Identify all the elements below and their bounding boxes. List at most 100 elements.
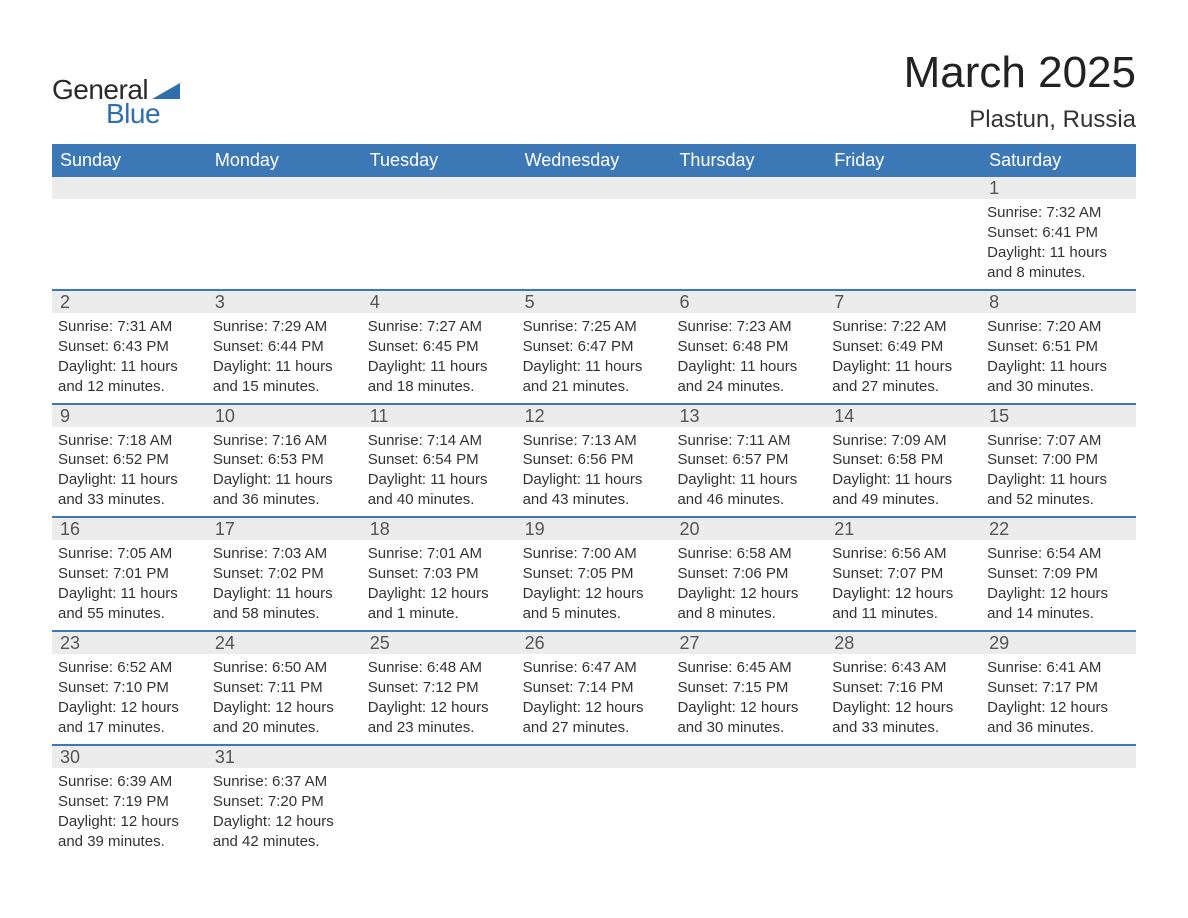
- weekday-header: Monday: [207, 144, 362, 177]
- day-cell: 8 Sunrise: 7:20 AMSunset: 6:51 PMDaylight…: [981, 291, 1136, 403]
- day-number: 2: [52, 291, 207, 313]
- sunrise-text: Sunrise: 7:32 AM: [987, 203, 1130, 223]
- day-number: 1: [981, 177, 1136, 199]
- generalblue-logo: General Blue: [52, 74, 180, 130]
- day-number: 26: [517, 632, 672, 654]
- day-number: 13: [671, 405, 826, 427]
- day-number: 17: [207, 518, 362, 540]
- sunrise-text: Sunrise: 7:20 AM: [987, 317, 1130, 337]
- day-number: 27: [671, 632, 826, 654]
- day-number: 19: [517, 518, 672, 540]
- day-body: Sunrise: 7:27 AMSunset: 6:45 PMDaylight:…: [362, 313, 517, 403]
- day-cell: [517, 177, 672, 289]
- day-body: Sunrise: 7:29 AMSunset: 6:44 PMDaylight:…: [207, 313, 362, 403]
- day-cell: 21Sunrise: 6:56 AMSunset: 7:07 PMDayligh…: [826, 518, 981, 630]
- daylight-text: Daylight: 12 hours and 8 minutes.: [677, 584, 820, 624]
- day-body: Sunrise: 7:01 AMSunset: 7:03 PMDaylight:…: [362, 540, 517, 630]
- daylight-text: Daylight: 11 hours and 18 minutes.: [368, 357, 511, 397]
- day-body: [517, 768, 672, 778]
- sunrise-text: Sunrise: 6:39 AM: [58, 772, 201, 792]
- empty-day-number: [826, 177, 981, 199]
- day-number: 8: [981, 291, 1136, 313]
- daylight-text: Daylight: 11 hours and 46 minutes.: [677, 470, 820, 510]
- sunset-text: Sunset: 7:07 PM: [832, 564, 975, 584]
- sunset-text: Sunset: 6:41 PM: [987, 223, 1130, 243]
- sunset-text: Sunset: 6:44 PM: [213, 337, 356, 357]
- day-body: Sunrise: 6:39 AMSunset: 7:19 PMDaylight:…: [52, 768, 207, 858]
- sunrise-text: Sunrise: 7:01 AM: [368, 544, 511, 564]
- day-body: [517, 199, 672, 209]
- day-number: 12: [517, 405, 672, 427]
- day-number: 31: [207, 746, 362, 768]
- page-header: General Blue March 2025 Plastun, Russia: [52, 48, 1136, 134]
- day-body: Sunrise: 6:54 AMSunset: 7:09 PMDaylight:…: [981, 540, 1136, 630]
- day-body: Sunrise: 7:07 AMSunset: 7:00 PMDaylight:…: [981, 427, 1136, 517]
- title-block: March 2025 Plastun, Russia: [904, 48, 1136, 134]
- empty-day-number: [826, 746, 981, 768]
- sunset-text: Sunset: 6:47 PM: [523, 337, 666, 357]
- sunrise-text: Sunrise: 7:00 AM: [523, 544, 666, 564]
- daylight-text: Daylight: 11 hours and 58 minutes.: [213, 584, 356, 624]
- day-body: [362, 768, 517, 778]
- day-body: Sunrise: 6:47 AMSunset: 7:14 PMDaylight:…: [517, 654, 672, 744]
- day-cell: 1Sunrise: 7:32 AMSunset: 6:41 PMDaylight…: [981, 177, 1136, 289]
- day-cell: [207, 177, 362, 289]
- day-body: [826, 768, 981, 778]
- month-title: March 2025: [904, 48, 1136, 98]
- day-number: 28: [826, 632, 981, 654]
- day-number: 16: [52, 518, 207, 540]
- day-number: 4: [362, 291, 517, 313]
- day-body: Sunrise: 7:13 AMSunset: 6:56 PMDaylight:…: [517, 427, 672, 517]
- daylight-text: Daylight: 11 hours and 33 minutes.: [58, 470, 201, 510]
- sunset-text: Sunset: 7:09 PM: [987, 564, 1130, 584]
- day-cell: [826, 746, 981, 858]
- day-cell: [362, 746, 517, 858]
- sunset-text: Sunset: 7:19 PM: [58, 792, 201, 812]
- daylight-text: Daylight: 11 hours and 49 minutes.: [832, 470, 975, 510]
- empty-day-number: [671, 746, 826, 768]
- sunset-text: Sunset: 7:12 PM: [368, 678, 511, 698]
- daylight-text: Daylight: 11 hours and 36 minutes.: [213, 470, 356, 510]
- sunrise-text: Sunrise: 6:47 AM: [523, 658, 666, 678]
- empty-day-number: [517, 177, 672, 199]
- calendar-table: SundayMondayTuesdayWednesdayThursdayFrid…: [52, 144, 1136, 858]
- daylight-text: Daylight: 12 hours and 30 minutes.: [677, 698, 820, 738]
- daylight-text: Daylight: 12 hours and 11 minutes.: [832, 584, 975, 624]
- sunrise-text: Sunrise: 6:58 AM: [677, 544, 820, 564]
- day-body: Sunrise: 6:48 AMSunset: 7:12 PMDaylight:…: [362, 654, 517, 744]
- day-cell: 31Sunrise: 6:37 AMSunset: 7:20 PMDayligh…: [207, 746, 362, 858]
- sunset-text: Sunset: 6:51 PM: [987, 337, 1130, 357]
- day-cell: 15Sunrise: 7:07 AMSunset: 7:00 PMDayligh…: [981, 405, 1136, 517]
- day-body: Sunrise: 7:32 AMSunset: 6:41 PMDaylight:…: [981, 199, 1136, 289]
- daylight-text: Daylight: 12 hours and 42 minutes.: [213, 812, 356, 852]
- day-cell: [671, 177, 826, 289]
- day-cell: 26Sunrise: 6:47 AMSunset: 7:14 PMDayligh…: [517, 632, 672, 744]
- daylight-text: Daylight: 12 hours and 14 minutes.: [987, 584, 1130, 624]
- day-body: Sunrise: 6:56 AMSunset: 7:07 PMDaylight:…: [826, 540, 981, 630]
- daylight-text: Daylight: 12 hours and 39 minutes.: [58, 812, 201, 852]
- sunrise-text: Sunrise: 7:16 AM: [213, 431, 356, 451]
- sunset-text: Sunset: 6:52 PM: [58, 450, 201, 470]
- daylight-text: Daylight: 11 hours and 30 minutes.: [987, 357, 1130, 397]
- weekday-header: Sunday: [52, 144, 207, 177]
- day-body: Sunrise: 6:41 AMSunset: 7:17 PMDaylight:…: [981, 654, 1136, 744]
- sunset-text: Sunset: 6:48 PM: [677, 337, 820, 357]
- day-number: 14: [826, 405, 981, 427]
- sunset-text: Sunset: 7:10 PM: [58, 678, 201, 698]
- daylight-text: Daylight: 12 hours and 17 minutes.: [58, 698, 201, 738]
- day-number: 20: [671, 518, 826, 540]
- day-number: 24: [207, 632, 362, 654]
- sunrise-text: Sunrise: 6:48 AM: [368, 658, 511, 678]
- day-cell: 16Sunrise: 7:05 AMSunset: 7:01 PMDayligh…: [52, 518, 207, 630]
- day-number: 6: [671, 291, 826, 313]
- week-row: 1Sunrise: 7:32 AMSunset: 6:41 PMDaylight…: [52, 177, 1136, 289]
- daylight-text: Daylight: 11 hours and 40 minutes.: [368, 470, 511, 510]
- day-body: Sunrise: 7:22 AMSunset: 6:49 PMDaylight:…: [826, 313, 981, 403]
- sunset-text: Sunset: 7:01 PM: [58, 564, 201, 584]
- daylight-text: Daylight: 12 hours and 36 minutes.: [987, 698, 1130, 738]
- daylight-text: Daylight: 11 hours and 21 minutes.: [523, 357, 666, 397]
- daylight-text: Daylight: 11 hours and 12 minutes.: [58, 357, 201, 397]
- sunrise-text: Sunrise: 7:18 AM: [58, 431, 201, 451]
- empty-day-number: [981, 746, 1136, 768]
- day-body: Sunrise: 7:03 AMSunset: 7:02 PMDaylight:…: [207, 540, 362, 630]
